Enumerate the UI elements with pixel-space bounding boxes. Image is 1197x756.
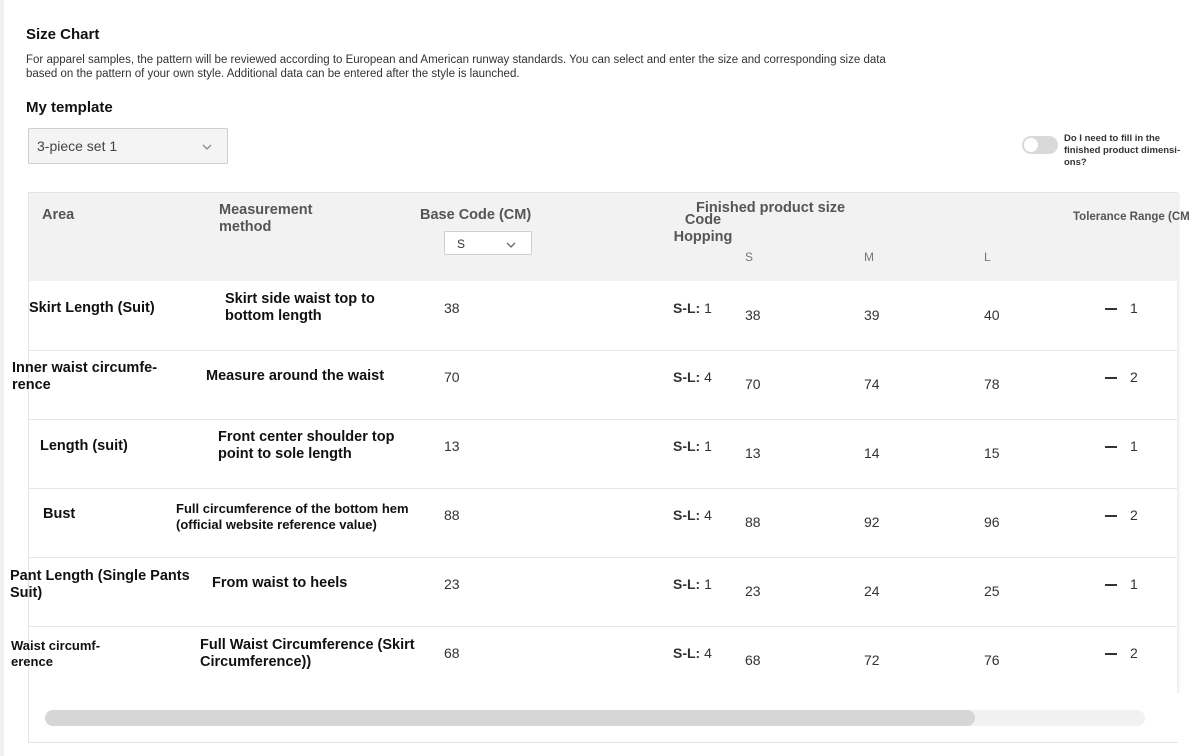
row-tolerance[interactable]: 2 bbox=[1130, 369, 1138, 385]
row-base-value[interactable]: 23 bbox=[444, 576, 460, 592]
row-area: Skirt Length (Suit) bbox=[29, 300, 155, 316]
table-row bbox=[29, 489, 1177, 558]
row-area: Bust bbox=[43, 506, 76, 522]
toggle-knob bbox=[1024, 138, 1038, 152]
hop-value: 1 bbox=[704, 300, 712, 316]
horizontal-scrollbar-thumb[interactable] bbox=[45, 710, 975, 726]
row-size-s[interactable]: 68 bbox=[745, 652, 761, 668]
row-method: Full Waist Circumference (Skirt Circumfe… bbox=[200, 637, 415, 670]
row-size-l[interactable]: 76 bbox=[984, 652, 1000, 668]
hop-value: 1 bbox=[704, 438, 712, 454]
chevron-down-icon bbox=[201, 140, 213, 158]
size-header-s: S bbox=[745, 250, 754, 264]
row-base-value[interactable]: 70 bbox=[444, 369, 460, 385]
header-area: Area bbox=[42, 207, 75, 223]
hop-value: 1 bbox=[704, 576, 712, 592]
row-area: Length (suit) bbox=[40, 438, 128, 454]
row-code-hopping[interactable]: S-L: 4 bbox=[673, 507, 712, 524]
row-size-m[interactable]: 92 bbox=[864, 514, 880, 530]
page-title: Size Chart bbox=[26, 26, 100, 43]
hop-label: S-L: bbox=[673, 645, 701, 661]
row-size-m[interactable]: 24 bbox=[864, 583, 880, 599]
row-size-s[interactable]: 88 bbox=[745, 514, 761, 530]
row-size-m[interactable]: 39 bbox=[864, 307, 880, 323]
row-base-value[interactable]: 88 bbox=[444, 507, 460, 523]
row-size-s[interactable]: 70 bbox=[745, 376, 761, 392]
hop-label: S-L: bbox=[673, 300, 701, 316]
fixed-column-shadow bbox=[1177, 193, 1181, 693]
minus-icon bbox=[1105, 377, 1117, 379]
row-method: Measure around the waist bbox=[206, 368, 385, 384]
finished-dimensions-toggle[interactable] bbox=[1022, 136, 1058, 154]
row-size-m[interactable]: 72 bbox=[864, 652, 880, 668]
row-code-hopping[interactable]: S-L: 4 bbox=[673, 369, 712, 386]
row-method: From waist to heels bbox=[212, 575, 348, 591]
hop-label: S-L: bbox=[673, 438, 701, 454]
header-code-hopping: Code Hopping bbox=[673, 212, 733, 245]
row-tolerance[interactable]: 2 bbox=[1130, 645, 1138, 661]
minus-icon bbox=[1105, 584, 1117, 586]
row-size-m[interactable]: 14 bbox=[864, 445, 880, 461]
row-area: Inner waist circumfe-rence bbox=[12, 360, 158, 393]
row-method: Skirt side waist top to bottom length bbox=[225, 291, 375, 324]
table-row bbox=[29, 558, 1177, 627]
chevron-down-icon bbox=[505, 238, 517, 256]
size-header-m: M bbox=[864, 250, 874, 264]
row-tolerance[interactable]: 1 bbox=[1130, 576, 1138, 592]
row-method: Full circumference of the bottom hem (of… bbox=[176, 501, 409, 532]
table-header bbox=[29, 193, 1177, 281]
row-size-l[interactable]: 96 bbox=[984, 514, 1000, 530]
row-code-hopping[interactable]: S-L: 1 bbox=[673, 300, 712, 317]
row-base-value[interactable]: 68 bbox=[444, 645, 460, 661]
header-tolerance-range: Tolerance Range (CM bbox=[1073, 211, 1190, 223]
template-label: My template bbox=[26, 99, 113, 116]
minus-icon bbox=[1105, 653, 1117, 655]
base-size-select[interactable]: S bbox=[444, 231, 532, 255]
row-area: Waist circumf-erence bbox=[11, 638, 101, 669]
header-finished-product-size: Finished product size bbox=[696, 200, 846, 216]
minus-icon bbox=[1105, 446, 1117, 448]
hop-value: 4 bbox=[704, 645, 712, 661]
left-edge bbox=[0, 0, 4, 756]
size-table-panel bbox=[28, 192, 1178, 743]
table-row bbox=[29, 420, 1177, 489]
row-code-hopping[interactable]: S-L: 1 bbox=[673, 576, 712, 593]
row-method: Front center shoulder top point to sole … bbox=[218, 429, 395, 462]
row-size-s[interactable]: 38 bbox=[745, 307, 761, 323]
table-row bbox=[29, 282, 1177, 351]
hop-value: 4 bbox=[704, 507, 712, 523]
row-area: Pant Length (Single Pants Suit) bbox=[10, 568, 190, 601]
base-size-value: S bbox=[457, 237, 466, 251]
template-select[interactable]: 3-piece set 1 bbox=[28, 128, 228, 164]
row-base-value[interactable]: 13 bbox=[444, 438, 460, 454]
minus-icon bbox=[1105, 515, 1117, 517]
table-row bbox=[29, 627, 1177, 694]
row-size-l[interactable]: 25 bbox=[984, 583, 1000, 599]
row-size-l[interactable]: 78 bbox=[984, 376, 1000, 392]
header-measurement-method: Measurement method bbox=[219, 202, 313, 235]
row-tolerance[interactable]: 1 bbox=[1130, 438, 1138, 454]
row-size-s[interactable]: 13 bbox=[745, 445, 761, 461]
row-size-s[interactable]: 23 bbox=[745, 583, 761, 599]
row-size-l[interactable]: 40 bbox=[984, 307, 1000, 323]
hop-label: S-L: bbox=[673, 507, 701, 523]
row-base-value[interactable]: 38 bbox=[444, 300, 460, 316]
template-select-value: 3-piece set 1 bbox=[37, 138, 118, 154]
row-tolerance[interactable]: 1 bbox=[1130, 300, 1138, 316]
header-base-code: Base Code (CM) bbox=[420, 207, 532, 223]
size-header-l: L bbox=[984, 250, 991, 264]
row-size-m[interactable]: 74 bbox=[864, 376, 880, 392]
minus-icon bbox=[1105, 308, 1117, 310]
hop-label: S-L: bbox=[673, 369, 701, 385]
hop-value: 4 bbox=[704, 369, 712, 385]
description-text: For apparel samples, the pattern will be… bbox=[26, 54, 886, 80]
table-row bbox=[29, 351, 1177, 420]
row-code-hopping[interactable]: S-L: 4 bbox=[673, 645, 712, 662]
toggle-label: Do I need to fill in the finished produc… bbox=[1064, 133, 1181, 168]
row-size-l[interactable]: 15 bbox=[984, 445, 1000, 461]
row-tolerance[interactable]: 2 bbox=[1130, 507, 1138, 523]
hop-label: S-L: bbox=[673, 576, 701, 592]
row-code-hopping[interactable]: S-L: 1 bbox=[673, 438, 712, 455]
